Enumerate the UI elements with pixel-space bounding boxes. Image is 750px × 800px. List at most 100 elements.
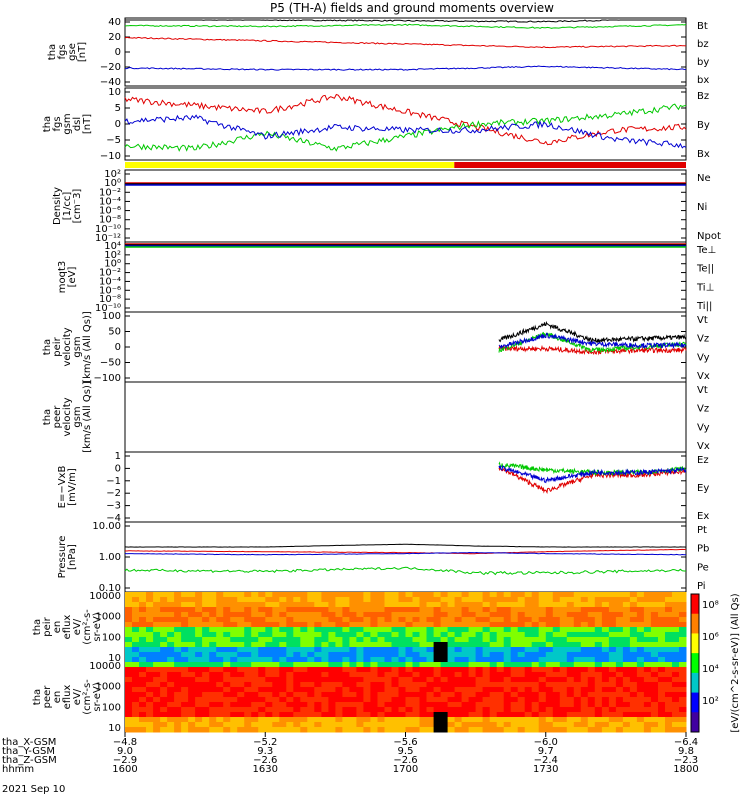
panel-ylabel: gsm xyxy=(72,336,83,357)
spectrogram-cell xyxy=(356,722,364,728)
spectrogram-cell xyxy=(321,697,329,703)
legend-Ti⊥: Ti⊥ xyxy=(696,282,714,293)
spectrogram-cell xyxy=(146,637,154,643)
spectrogram-cell xyxy=(461,637,470,643)
spectrogram-cell xyxy=(293,652,301,658)
spectrogram-cell xyxy=(531,617,540,623)
series-Bt-line xyxy=(125,19,686,23)
spectrogram-cell xyxy=(181,632,189,638)
spectrogram-cell xyxy=(349,662,357,668)
spectrogram-cell xyxy=(433,702,442,708)
spectrogram-cell xyxy=(510,692,519,698)
spectrogram-cell xyxy=(531,717,540,723)
spectrogram-cell xyxy=(426,677,434,683)
spectrogram-cell xyxy=(615,692,624,698)
spectrogram-cell xyxy=(181,687,189,693)
spectrogram-cell xyxy=(629,597,638,603)
spectrogram-cell xyxy=(160,622,168,628)
spectrogram-cell xyxy=(665,622,673,628)
spectrogram-cell xyxy=(181,682,189,688)
spectrogram-cell xyxy=(300,647,308,653)
spectrogram-cell xyxy=(538,617,547,623)
spectrogram-cell xyxy=(272,622,280,628)
spectrogram-cell xyxy=(405,702,413,708)
spectrogram-cell xyxy=(286,607,294,613)
spectrogram-cell xyxy=(300,632,308,638)
spectrogram-cell xyxy=(566,672,575,678)
spectrogram-cell xyxy=(482,632,491,638)
legend-Bx: Bx xyxy=(697,149,710,160)
spectrogram-cell xyxy=(510,687,519,693)
spectrogram-cell xyxy=(426,632,434,638)
spectrogram-cell xyxy=(594,617,603,623)
spectrogram-cell xyxy=(405,722,413,728)
spectrogram-cell xyxy=(679,602,687,608)
spectrogram-cell xyxy=(482,597,491,603)
spectrogram-cell xyxy=(482,642,491,648)
spectrogram-cell xyxy=(650,647,659,653)
legend-Pi: Pi xyxy=(697,581,706,592)
spectrogram-cell xyxy=(468,687,477,693)
spectrogram-cell xyxy=(356,597,364,603)
spectrogram-cell xyxy=(293,717,301,723)
spectrogram-cell xyxy=(265,622,273,628)
spectrogram-cell xyxy=(384,607,392,613)
spectrogram-cell xyxy=(454,702,463,708)
spectrogram-cell xyxy=(216,627,224,633)
spectrogram-cell xyxy=(672,687,680,693)
spectrogram-cell xyxy=(335,707,343,713)
spectrogram-cell xyxy=(216,617,224,623)
spectrogram-cell xyxy=(307,652,315,658)
spectrogram-cell xyxy=(552,602,561,608)
spectrogram-cell xyxy=(559,672,568,678)
spectrogram-cell xyxy=(573,662,582,668)
spectrogram-cell xyxy=(503,612,512,618)
spectrogram-cell xyxy=(454,592,463,598)
spectrogram-cell xyxy=(209,682,217,688)
panel-ylabel: sr-eV) xyxy=(92,612,103,641)
spectrogram-cell xyxy=(510,727,519,733)
spectrogram-cell xyxy=(328,687,336,693)
ytick-label: 0 xyxy=(115,463,121,474)
spectrogram-cell xyxy=(356,612,364,618)
spectrogram-cell xyxy=(398,667,406,673)
spectrogram-cell xyxy=(195,637,203,643)
spectrogram-cell xyxy=(349,602,357,608)
spectrogram-cell xyxy=(216,602,224,608)
spectrogram-cell xyxy=(265,652,273,658)
spectrogram-cell xyxy=(412,607,420,613)
spectrogram-cell xyxy=(342,642,350,648)
spectrogram-cell xyxy=(503,622,512,628)
colorbar-tick: 10⁶ xyxy=(702,632,719,643)
spectrogram-cell xyxy=(174,687,182,693)
legend-Pb: Pb xyxy=(697,544,709,555)
spectrogram-cell xyxy=(545,717,554,723)
spectrogram-cell xyxy=(475,667,484,673)
spectrogram-cell xyxy=(139,717,147,723)
panel-ylabel: moqt3 xyxy=(57,261,68,294)
spectrogram-cell xyxy=(489,717,498,723)
spectrogram-cell xyxy=(342,717,350,723)
spectrogram-cell xyxy=(286,657,294,663)
spectrogram-cell xyxy=(181,657,189,663)
spectrogram-cell xyxy=(405,697,413,703)
spectrogram-cell xyxy=(573,672,582,678)
spectrogram-cell xyxy=(517,627,526,633)
spectrogram-cell xyxy=(461,597,470,603)
spectrogram-cell xyxy=(559,712,568,718)
spectrogram-cell xyxy=(258,662,266,668)
spectrogram-cell xyxy=(608,667,617,673)
spectrogram-cell xyxy=(510,617,519,623)
spectrogram-cell xyxy=(307,662,315,668)
spectrogram-cell xyxy=(244,682,252,688)
spectrogram-cell xyxy=(503,602,512,608)
spectrogram-cell xyxy=(398,632,406,638)
spectrogram-cell xyxy=(566,637,575,643)
spectrogram-cell xyxy=(426,727,434,733)
spectrogram-cell xyxy=(377,617,385,623)
spectrogram-cell xyxy=(314,667,322,673)
spectrogram-cell xyxy=(643,697,652,703)
spectrogram-cell xyxy=(160,722,168,728)
spectrogram-cell xyxy=(405,652,413,658)
spectrogram-cell xyxy=(552,592,561,598)
